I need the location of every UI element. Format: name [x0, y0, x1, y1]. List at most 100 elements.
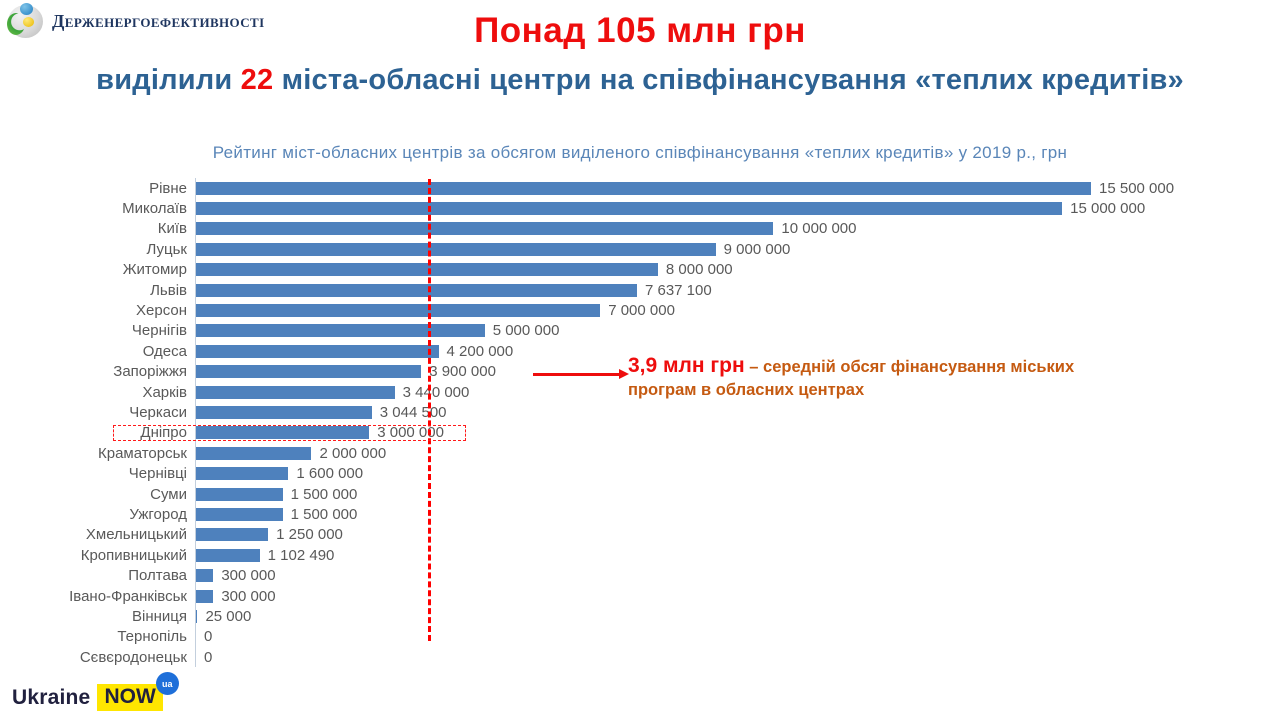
brand-ukraine: Ukraine [12, 685, 91, 709]
category-label: Миколаїв [122, 200, 187, 218]
bar-zone: 8 000 000 [195, 259, 1272, 280]
bar [196, 324, 485, 338]
value-label: 1 500 000 [290, 485, 358, 503]
value-label: 4 200 000 [446, 342, 514, 360]
chart-row: Миколаїв 15 000 000 [10, 198, 1272, 219]
bar-zone: 7 000 000 [195, 300, 1272, 321]
bar-zone: 0 [195, 626, 1272, 647]
bar [196, 446, 312, 460]
value-label: 0 [204, 628, 213, 646]
category-label: Кропивницький [80, 546, 187, 564]
chart-row: Дніпро 3 000 000 [10, 422, 1272, 444]
chart-row: Черкаси 3 044 500 [10, 402, 1272, 423]
category-label: Дніпро [140, 424, 187, 442]
bar-zone: 7 637 100 [195, 279, 1272, 301]
bar-zone: 9 000 000 [195, 239, 1272, 260]
value-label: 1 500 000 [290, 505, 358, 523]
value-label: 1 102 490 [267, 546, 335, 564]
bar-zone: 300 000 [195, 565, 1272, 586]
chart-row: Сєвєродонецьк 0 [10, 646, 1272, 668]
value-label: 7 637 100 [644, 281, 712, 299]
subtitle: виділили 22 міста-обласні центри на спів… [0, 64, 1280, 97]
value-label: 1 250 000 [276, 526, 343, 544]
category-label: Рівне [149, 179, 187, 197]
category-label: Ужгород [129, 505, 187, 523]
chart-row: Луцьк 9 000 000 [10, 239, 1272, 260]
value-label: 7 000 000 [608, 302, 675, 320]
category-label: Запоріжжя [113, 363, 187, 381]
category-label: Херсон [136, 302, 187, 320]
annotation-arrow [533, 368, 629, 379]
bar-zone: 1 250 000 [195, 524, 1272, 546]
bar [196, 385, 395, 399]
bar-zone: 3 044 500 [195, 402, 1272, 423]
bar-zone: 5 000 000 [195, 320, 1272, 342]
ukraine-now-logo: Ukraine NOW ua [12, 672, 179, 711]
bar [196, 304, 601, 318]
bar-zone: 3 000 000 [195, 422, 1272, 444]
bar-zone: 10 000 000 [195, 218, 1272, 240]
category-label: Чернігів [131, 322, 187, 340]
chart-title: Рейтинг міст-обласних центрів за обсягом… [212, 143, 1068, 162]
value-label: 3 900 000 [429, 363, 496, 381]
chart-row: Тернопіль 0 [10, 626, 1272, 647]
average-reference-line [428, 179, 431, 641]
bar-zone: 1 500 000 [195, 504, 1272, 525]
bar-zone: 1 500 000 [195, 483, 1272, 505]
chart-row: Харків 3 440 000 [10, 381, 1272, 403]
category-label: Полтава [128, 567, 187, 585]
bar-zone: 25 000 [195, 606, 1272, 627]
bar [196, 405, 372, 419]
value-label: 300 000 [221, 567, 276, 585]
value-label: 15 000 000 [1070, 200, 1146, 218]
value-label: 8 000 000 [665, 261, 733, 279]
bar [196, 528, 269, 542]
bar [196, 589, 214, 603]
bar-zone: 2 000 000 [195, 443, 1272, 464]
bar-zone: 4 200 000 [195, 341, 1272, 362]
category-label: Івано-Франківськ [69, 587, 187, 605]
chart-row: Хмельницький 1 250 000 [10, 524, 1272, 546]
value-label: 15 500 000 [1099, 179, 1175, 197]
value-label: 5 000 000 [492, 322, 560, 340]
bar [196, 507, 283, 521]
annotation-text-line2: програм в обласних центрах [628, 381, 865, 400]
category-label: Чернівці [128, 465, 187, 483]
bar [196, 202, 1063, 216]
agency-name: Держенергоефективності [52, 11, 265, 31]
bar [196, 487, 283, 501]
bar [196, 283, 637, 297]
category-label: Суми [150, 485, 187, 503]
chart-row: Полтава 300 000 [10, 565, 1272, 586]
bar [196, 426, 370, 440]
category-label: Хмельницький [85, 526, 187, 544]
chart-row: Київ 10 000 000 [10, 218, 1272, 240]
category-label: Краматорськ [97, 444, 187, 462]
bar-zone: 1 102 490 [195, 545, 1272, 566]
chart-row: Одеса 4 200 000 [10, 341, 1272, 362]
chart-row: Львів 7 637 100 [10, 279, 1272, 301]
annotation-value: 3,9 млн грн [628, 354, 745, 377]
chart-row: Краматорськ 2 000 000 [10, 443, 1272, 464]
chart-row: Вінниця 25 000 [10, 606, 1272, 627]
value-label: 3 044 500 [379, 403, 447, 421]
chart-row: Херсон 7 000 000 [10, 300, 1272, 321]
bar-zone: 3 900 000 [195, 361, 1272, 382]
chart-row: Суми 1 500 000 [10, 483, 1272, 505]
bar [196, 609, 198, 623]
bar-zone: 0 [195, 646, 1272, 668]
category-label: Луцьк [146, 240, 187, 258]
chart-row: Запоріжжя 3 900 000 [10, 361, 1272, 382]
bar-zone: 15 000 000 [195, 198, 1272, 219]
brand-ua-badge: ua [155, 672, 179, 695]
subtitle-number: 22 [240, 64, 274, 96]
chart-row: Кропивницький 1 102 490 [10, 545, 1272, 566]
bar-zone: 300 000 [195, 585, 1272, 607]
average-annotation: 3,9 млн грн – середній обсяг фінансуванн… [628, 352, 1228, 402]
value-label: 25 000 [205, 607, 252, 625]
category-label: Житомир [122, 261, 187, 279]
annotation-text: – середній обсяг фінансування міських [744, 358, 1075, 376]
bar [196, 263, 658, 277]
agency-globe-icon [7, 3, 43, 38]
